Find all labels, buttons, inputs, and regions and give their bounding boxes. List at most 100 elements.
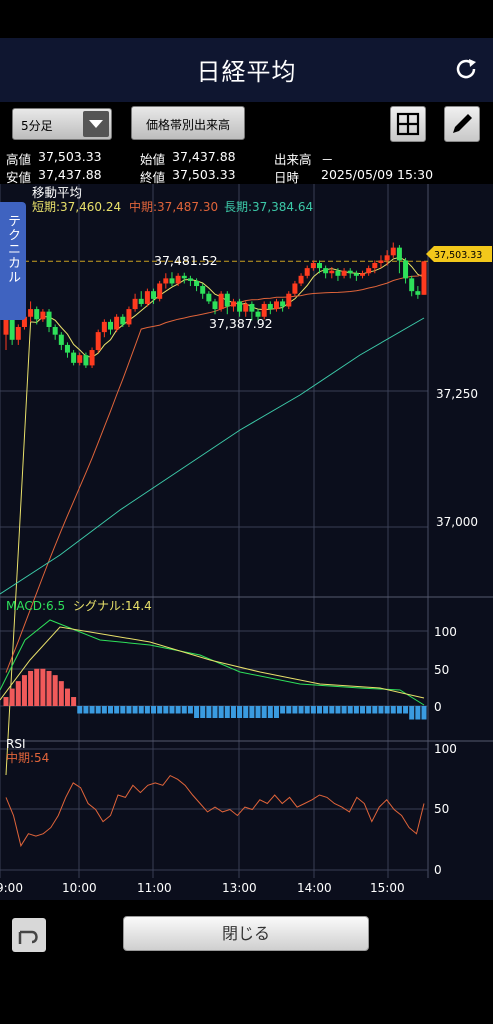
high-annotation: 37,481.52: [154, 253, 218, 268]
macd-histogram-bar: [163, 706, 169, 714]
current-price-label: 37,503.33: [434, 250, 482, 261]
macd-histogram-bar: [9, 688, 15, 706]
macd-histogram-bar: [224, 706, 230, 718]
rsi-tick-100: 100: [434, 742, 457, 756]
page-title: 日経平均: [196, 58, 297, 86]
open-value: 37,437.88: [172, 149, 236, 164]
refresh-icon[interactable]: [453, 56, 479, 82]
macd-histogram-bar: [71, 697, 77, 706]
technical-side-tab[interactable]: テクニカル: [0, 202, 26, 320]
rsi-title: RSI: [6, 737, 26, 751]
x-tick-1000: 10:00: [62, 881, 97, 895]
macd-histogram-bar: [249, 706, 255, 718]
macd-histogram-bar: [230, 706, 236, 718]
candle-body: [224, 293, 230, 307]
rsi-tick-0: 0: [434, 863, 442, 877]
macd-histogram-bar: [366, 706, 372, 714]
x-tick-1500: 15:00: [370, 881, 405, 895]
candle-body: [360, 273, 366, 276]
volume-label: 出来高: [274, 152, 312, 167]
macd-histogram-bar: [21, 675, 27, 706]
x-tick-1100: 11:00: [137, 881, 172, 895]
macd-histogram-bar: [403, 706, 409, 714]
macd-histogram-bar: [317, 706, 322, 714]
candle-body: [353, 273, 359, 276]
ohlc-info: 高値 37,503.33 始値 37,437.88 出来高 － 安値 37,43…: [0, 146, 493, 185]
candle-body: [58, 334, 64, 345]
x-tick-1300: 13:00: [222, 881, 257, 895]
candle-body: [138, 298, 144, 304]
candle-body: [218, 293, 224, 310]
macd-histogram-bar: [218, 706, 224, 718]
macd-histogram-bar: [304, 706, 310, 714]
macd-histogram-bar: [187, 706, 193, 714]
volume-by-price-button[interactable]: 価格帯別出来高: [131, 106, 245, 140]
macd-histogram-bar: [52, 675, 58, 706]
long-ma-line: [0, 317, 425, 595]
rsi-tick-50: 50: [434, 802, 449, 816]
macd-histogram-bar: [390, 706, 396, 714]
draw-button[interactable]: [444, 106, 480, 142]
candle-body: [255, 311, 261, 317]
macd-histogram-bar: [132, 706, 138, 714]
candle-body: [52, 327, 58, 335]
macd-histogram-bar: [40, 668, 46, 706]
macd-histogram-bar: [292, 706, 298, 714]
candle-body: [409, 278, 415, 292]
macd-tick-0: 0: [434, 700, 442, 714]
timeframe-select[interactable]: 5分足: [12, 108, 112, 140]
candle-body: [372, 263, 378, 269]
macd-histogram-bar: [280, 706, 286, 714]
candle-body: [71, 352, 77, 363]
macd-label: MACD:6.5: [6, 599, 65, 613]
candle-body: [421, 261, 427, 295]
chevron-down-icon: [83, 111, 109, 137]
macd-histogram-bar: [360, 706, 366, 714]
candle-body: [206, 293, 212, 302]
macd-tick-50: 50: [434, 663, 449, 677]
stock-chart[interactable]: 移動平均 短期:37,460.24 中期:37,487.30 長期:37,384…: [0, 184, 493, 900]
candle-body: [77, 355, 83, 363]
footer: 閉じる: [0, 900, 493, 1024]
candle-body: [40, 311, 46, 320]
macd-histogram-bar: [95, 706, 101, 714]
low-label: 安値: [6, 170, 32, 185]
candle-body: [403, 260, 409, 279]
macd-tick-100: 100: [434, 625, 457, 639]
macd-histogram-bar: [120, 706, 126, 714]
macd-histogram-bar: [175, 706, 181, 714]
long-ma-label: 長期:37,384.64: [224, 200, 313, 214]
macd-histogram-bar: [243, 706, 249, 718]
layout-grid-button[interactable]: [390, 106, 426, 142]
x-tick-1400: 14:00: [297, 881, 332, 895]
macd-histogram-bar: [409, 706, 415, 720]
macd-histogram-bar: [28, 670, 34, 706]
candle-body: [132, 298, 138, 310]
candle-body: [151, 291, 157, 299]
candle-body: [286, 293, 292, 307]
candle-body: [144, 291, 150, 304]
close-value: 37,503.33: [172, 167, 236, 182]
candle-body: [34, 309, 40, 320]
macd-histogram-bar: [169, 706, 175, 714]
candle-body: [347, 270, 353, 274]
candle-body: [329, 270, 335, 274]
close-button[interactable]: 閉じる: [123, 916, 369, 951]
candle-body: [292, 283, 298, 294]
macd-histogram-bar: [77, 706, 83, 714]
signal-line: [0, 626, 425, 701]
short-ma-line: [5, 256, 425, 776]
y-tick-37000: 37,000: [436, 515, 478, 529]
y-tick-37250: 37,250: [436, 387, 478, 401]
macd-histogram-bar: [181, 706, 187, 714]
collapse-icon[interactable]: [12, 918, 46, 952]
candle-body: [323, 268, 329, 274]
datetime-label: 日時: [274, 170, 300, 185]
macd-histogram-bar: [151, 706, 157, 714]
macd-histogram-bar: [267, 706, 273, 718]
candle-body: [120, 316, 126, 325]
low-value: 37,437.88: [38, 167, 102, 182]
macd-histogram-bar: [273, 706, 279, 718]
candle-body: [280, 301, 286, 307]
candle-body: [15, 327, 21, 340]
